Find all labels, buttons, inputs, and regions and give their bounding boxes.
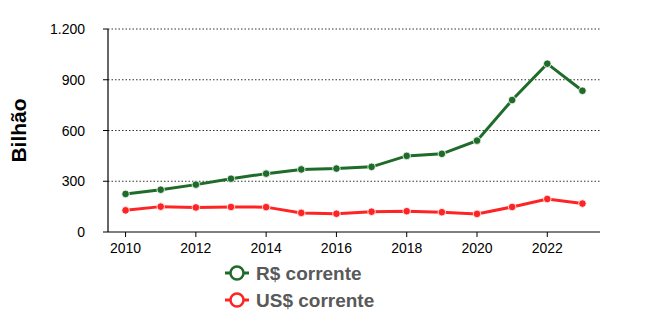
- legend-item: US$ corrente: [225, 290, 374, 311]
- series-marker: [333, 210, 341, 218]
- x-tick: [336, 232, 337, 237]
- series-marker: [543, 60, 551, 68]
- legend-label: US$ corrente: [256, 290, 374, 311]
- x-tick-label: 2010: [110, 240, 141, 256]
- x-tick: [125, 232, 126, 237]
- series-marker: [122, 207, 130, 215]
- y-tick: [103, 130, 108, 131]
- x-tick: [195, 232, 196, 237]
- x-axis: [108, 231, 600, 232]
- series-marker: [579, 200, 587, 208]
- y-tick: [103, 181, 108, 182]
- grid-line: [108, 79, 600, 80]
- legend-marker: [231, 267, 244, 280]
- legend-marker: [231, 294, 244, 307]
- series-marker: [262, 203, 270, 211]
- y-tick-label: 300: [62, 173, 86, 189]
- series-marker: [157, 186, 165, 194]
- y-tick-label: 600: [62, 123, 86, 139]
- legend-item: R$ corrente: [225, 263, 362, 284]
- grid-line: [108, 130, 600, 131]
- series-marker: [227, 175, 235, 183]
- y-tick-label: 900: [62, 72, 86, 88]
- series-marker: [473, 137, 481, 145]
- x-tick-label: 2022: [532, 240, 563, 256]
- x-tick: [266, 232, 267, 237]
- chart: 0 300 600 900 1.200 2010 2012 2014 2016 2018 2020 2…: [0, 0, 648, 316]
- y-tick-label: 0: [77, 224, 85, 240]
- series-marker: [333, 165, 341, 173]
- series-marker: [403, 152, 411, 160]
- series-marker: [157, 203, 165, 211]
- series-marker: [403, 207, 411, 215]
- x-tick-label: 2016: [321, 240, 352, 256]
- series-marker: [368, 163, 376, 171]
- series-marker: [227, 203, 235, 211]
- y-tick-label: 1.200: [50, 21, 85, 37]
- y-tick: [103, 79, 108, 80]
- grid-line: [108, 181, 600, 182]
- series-marker: [192, 204, 200, 212]
- series-marker: [579, 87, 587, 95]
- series-line: [126, 199, 583, 214]
- legend-label: R$ corrente: [256, 263, 362, 284]
- x-tick-label: 2018: [391, 240, 422, 256]
- series-marker: [262, 170, 270, 178]
- x-tick: [406, 232, 407, 237]
- x-tick: [477, 232, 478, 237]
- series-marker: [192, 181, 200, 189]
- series-marker: [368, 208, 376, 216]
- x-tick-label: 2020: [461, 240, 492, 256]
- series-marker: [438, 150, 446, 158]
- y-axis-label: Bilhão: [7, 98, 30, 162]
- series-marker: [297, 166, 305, 174]
- series-marker: [508, 203, 516, 211]
- series-marker: [438, 208, 446, 216]
- y-tick: [103, 29, 108, 30]
- series-marker: [473, 210, 481, 218]
- y-tick: [103, 232, 108, 233]
- y-axis: [107, 29, 108, 232]
- x-tick-label: 2012: [180, 240, 211, 256]
- x-tick: [547, 232, 548, 237]
- grid-line: [108, 29, 600, 30]
- plot-area: [122, 60, 586, 218]
- series-marker: [508, 96, 516, 104]
- series-marker: [543, 195, 551, 203]
- x-tick-label: 2014: [251, 240, 282, 256]
- series-line: [126, 64, 583, 194]
- series-marker: [297, 209, 305, 217]
- series-marker: [122, 190, 130, 198]
